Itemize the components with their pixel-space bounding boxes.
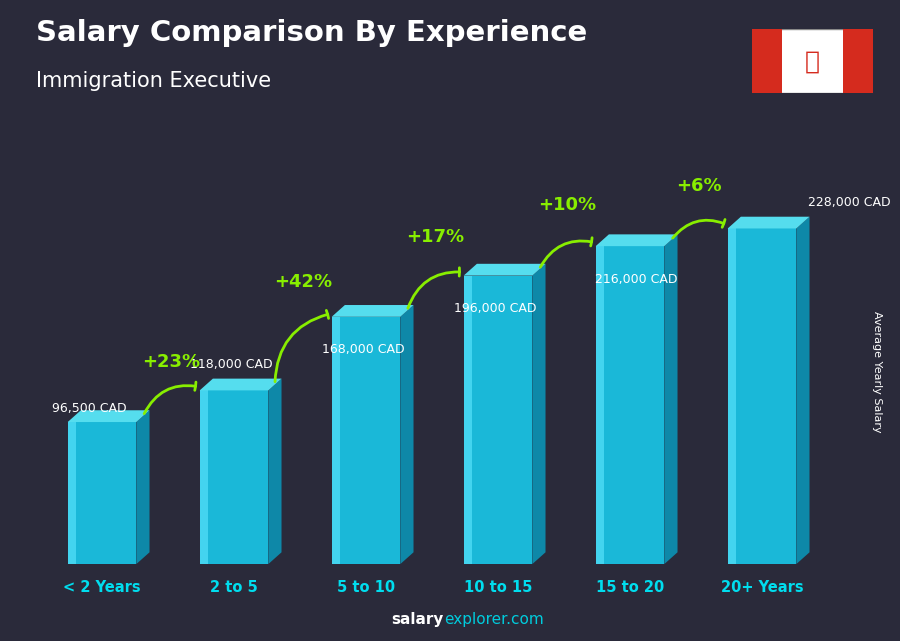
Polygon shape: [332, 317, 340, 564]
Polygon shape: [596, 246, 664, 564]
Text: +6%: +6%: [677, 177, 722, 195]
Polygon shape: [464, 264, 545, 276]
Text: 216,000 CAD: 216,000 CAD: [596, 272, 678, 286]
Polygon shape: [842, 29, 873, 93]
Text: Average Yearly Salary: Average Yearly Salary: [872, 311, 883, 433]
Text: 5 to 10: 5 to 10: [337, 580, 395, 595]
Text: 168,000 CAD: 168,000 CAD: [322, 344, 405, 356]
Text: +42%: +42%: [274, 273, 332, 291]
Text: 20+ Years: 20+ Years: [721, 580, 804, 595]
Polygon shape: [200, 390, 268, 564]
Text: 118,000 CAD: 118,000 CAD: [190, 358, 273, 371]
Polygon shape: [200, 379, 282, 390]
Polygon shape: [268, 379, 282, 564]
Text: < 2 Years: < 2 Years: [63, 580, 140, 595]
Polygon shape: [796, 217, 809, 564]
Text: +17%: +17%: [406, 228, 464, 246]
Text: Salary Comparison By Experience: Salary Comparison By Experience: [36, 19, 587, 47]
Polygon shape: [68, 422, 136, 564]
Text: 96,500 CAD: 96,500 CAD: [52, 402, 127, 415]
Polygon shape: [596, 246, 604, 564]
Polygon shape: [400, 305, 413, 564]
Text: 2 to 5: 2 to 5: [210, 580, 258, 595]
Polygon shape: [664, 235, 678, 564]
Polygon shape: [728, 217, 809, 228]
Polygon shape: [464, 276, 532, 564]
Polygon shape: [136, 410, 149, 564]
Polygon shape: [200, 390, 208, 564]
Text: 196,000 CAD: 196,000 CAD: [454, 302, 536, 315]
Polygon shape: [752, 29, 782, 93]
Polygon shape: [728, 228, 736, 564]
Text: +10%: +10%: [538, 196, 597, 214]
Text: 15 to 20: 15 to 20: [596, 580, 664, 595]
Text: explorer.com: explorer.com: [444, 612, 544, 627]
Text: salary: salary: [392, 612, 444, 627]
Polygon shape: [596, 235, 678, 246]
Polygon shape: [68, 410, 149, 422]
Text: 10 to 15: 10 to 15: [464, 580, 532, 595]
Polygon shape: [332, 317, 400, 564]
Text: 228,000 CAD: 228,000 CAD: [808, 196, 891, 210]
Polygon shape: [728, 228, 796, 564]
Polygon shape: [532, 264, 545, 564]
Polygon shape: [752, 29, 873, 93]
Text: +23%: +23%: [142, 353, 201, 371]
Polygon shape: [464, 276, 472, 564]
Text: Immigration Executive: Immigration Executive: [36, 71, 271, 90]
Text: 🍁: 🍁: [805, 50, 820, 74]
Polygon shape: [332, 305, 413, 317]
Polygon shape: [68, 422, 76, 564]
